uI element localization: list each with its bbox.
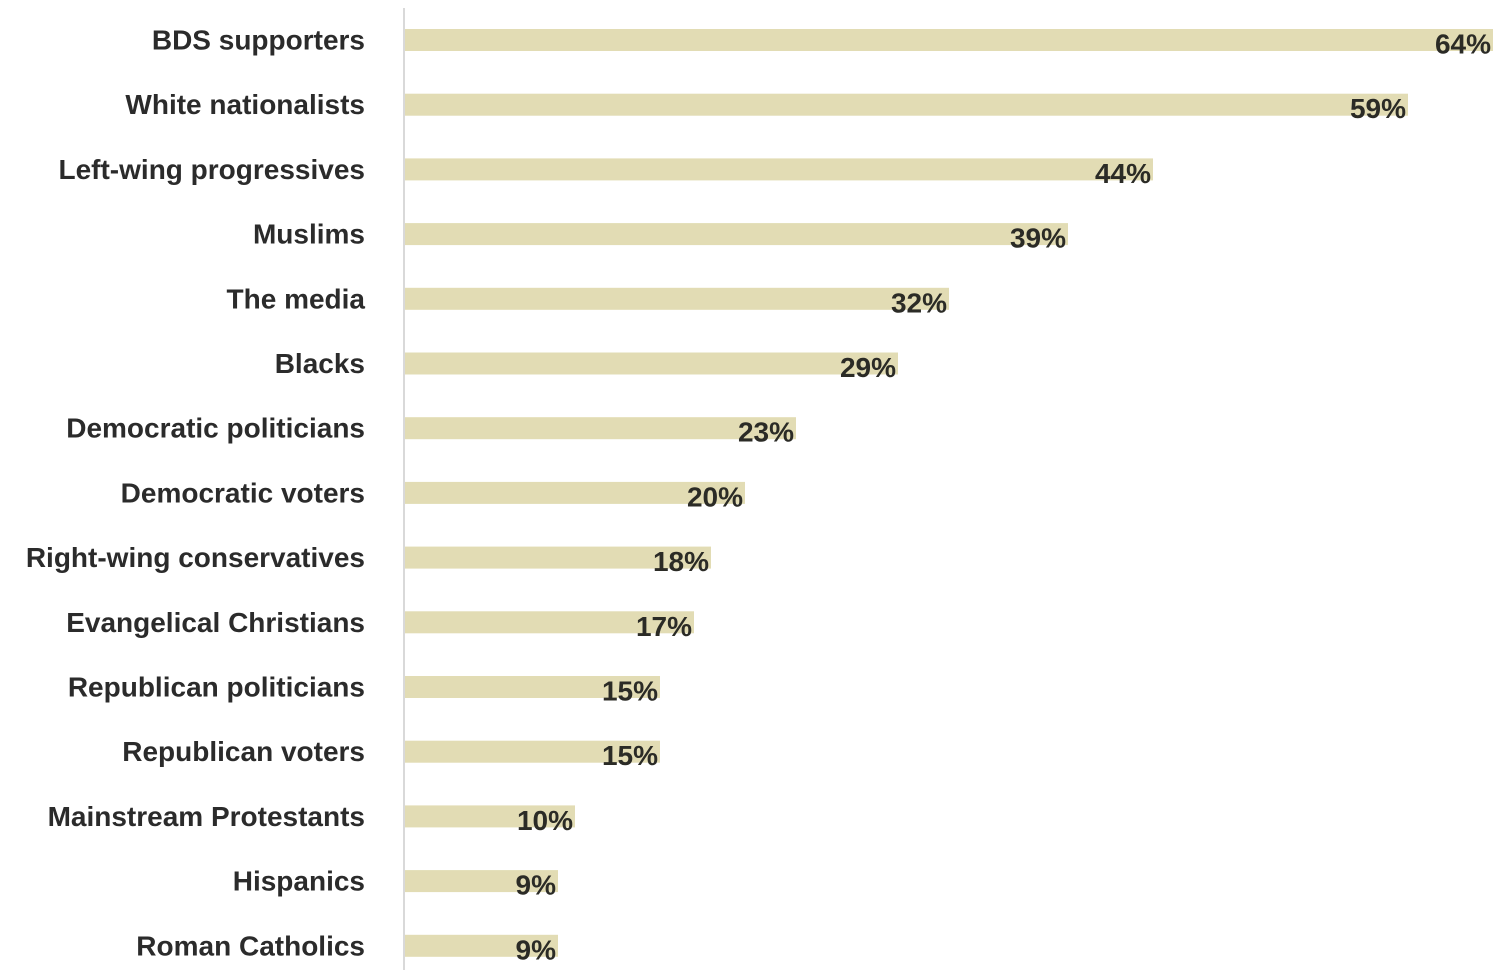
value-label: 32%	[891, 287, 947, 318]
value-label: 44%	[1095, 158, 1151, 189]
value-label: 9%	[516, 870, 557, 901]
bar	[405, 223, 1068, 246]
bar	[405, 29, 1493, 51]
value-label: 15%	[602, 676, 658, 707]
category-label: Right-wing conservatives	[26, 542, 365, 573]
category-label: Hispanics	[233, 866, 365, 897]
value-label: 59%	[1350, 93, 1406, 124]
value-label: 39%	[1010, 223, 1066, 254]
value-label: 23%	[738, 417, 794, 448]
value-label: 17%	[636, 611, 692, 642]
category-label: Democratic voters	[121, 477, 365, 508]
category-labels-group: BDS supporters White nationalists Left-win…	[26, 25, 366, 962]
bar	[405, 546, 711, 569]
category-label: BDS supporters	[152, 25, 365, 56]
category-label: The media	[227, 283, 366, 314]
category-label: Mainstream Protestants	[48, 801, 365, 832]
bar	[405, 934, 558, 957]
category-label: Blacks	[275, 348, 365, 379]
bar	[405, 740, 660, 763]
bar	[405, 93, 1408, 116]
bar	[405, 158, 1153, 181]
value-labels-group: 64% 59% 44% 39% 32% 29% 23% 20% 18% 17% 15% 15% 10% 9…	[516, 29, 1492, 966]
bar	[405, 676, 660, 698]
value-label: 10%	[517, 805, 573, 836]
value-label: 64%	[1435, 29, 1491, 60]
category-label: Left-wing progressives	[58, 154, 365, 185]
bar	[405, 611, 694, 634]
bar	[405, 417, 796, 440]
category-label: White nationalists	[125, 89, 365, 120]
value-label: 20%	[687, 481, 743, 512]
value-label: 18%	[653, 546, 709, 577]
value-label: 9%	[516, 934, 557, 965]
value-label: 29%	[840, 352, 896, 383]
bar	[405, 352, 898, 375]
bars-group	[405, 29, 1493, 957]
category-label: Republican voters	[122, 736, 365, 767]
value-label: 15%	[602, 740, 658, 771]
category-label: Democratic politicians	[66, 413, 365, 444]
category-label: Roman Catholics	[136, 930, 365, 961]
category-label: Republican politicians	[68, 672, 365, 703]
bar	[405, 481, 745, 504]
bar	[405, 870, 558, 893]
bar	[405, 287, 949, 310]
bar	[405, 805, 575, 828]
category-label: Muslims	[253, 219, 365, 250]
category-label: Evangelical Christians	[66, 607, 365, 638]
